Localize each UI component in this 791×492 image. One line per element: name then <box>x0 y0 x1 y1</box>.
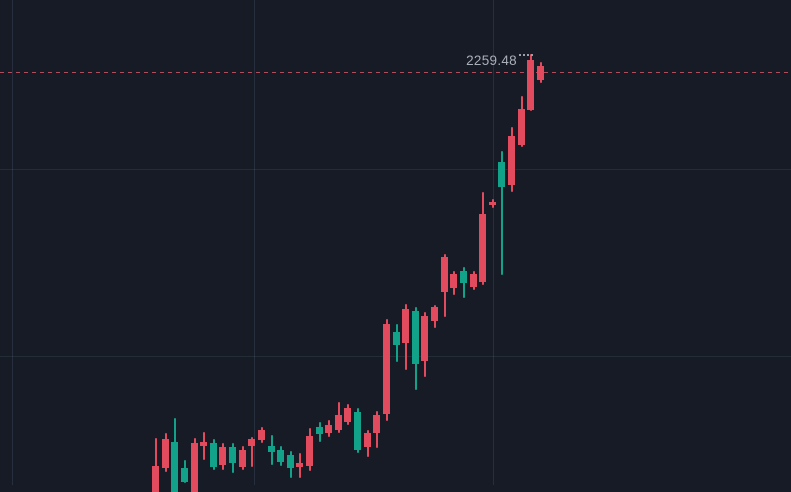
candle-wick <box>501 151 503 275</box>
candle-body <box>508 136 515 185</box>
candle-body <box>287 455 294 468</box>
candle-body <box>296 463 303 467</box>
candle-body <box>402 309 409 343</box>
candle-body <box>537 66 544 80</box>
candle-body <box>527 60 534 110</box>
last-price-line <box>0 72 791 73</box>
candle-body <box>181 468 188 482</box>
candle-body <box>200 442 207 446</box>
candle-body <box>364 433 371 447</box>
candle-body <box>441 257 448 292</box>
vertical-gridline <box>254 0 255 485</box>
candle-body <box>479 214 486 282</box>
horizontal-gridline <box>0 169 791 170</box>
candle-body <box>344 408 351 422</box>
candle-body <box>277 450 284 462</box>
candle-body <box>210 443 217 467</box>
candle-wick <box>155 438 157 492</box>
candle-body <box>306 436 313 466</box>
candle-wick <box>203 432 205 460</box>
last-price-label: 2259.48 <box>466 53 517 68</box>
candle-body <box>518 109 525 145</box>
candle-body <box>219 447 226 465</box>
candle-body <box>258 430 265 440</box>
candle-body <box>489 202 496 205</box>
candle-body <box>354 412 361 450</box>
candle-body <box>373 415 380 433</box>
candle-wick <box>251 437 253 467</box>
candle-body <box>431 307 438 321</box>
candle-body <box>470 274 477 287</box>
vertical-gridline <box>12 0 13 485</box>
candle-body <box>325 425 332 433</box>
candle-body <box>162 439 169 468</box>
candle-body <box>498 162 505 187</box>
price-connector-dots-icon <box>519 54 534 56</box>
candle-body <box>268 446 275 452</box>
candle-body <box>152 466 159 492</box>
candle-body <box>229 447 236 463</box>
candle-body <box>248 439 255 446</box>
candle-body <box>191 443 198 492</box>
candle-body <box>393 332 400 345</box>
horizontal-gridline <box>0 356 791 357</box>
candle-body <box>383 324 390 414</box>
vertical-gridline <box>493 0 494 485</box>
candle-body <box>335 415 342 430</box>
candle-body <box>450 274 457 288</box>
candle-body <box>412 311 419 364</box>
candle-body <box>239 450 246 467</box>
candle-body <box>421 316 428 361</box>
candle-body <box>460 271 467 283</box>
candle-body <box>316 427 323 434</box>
candle-body <box>171 442 178 492</box>
